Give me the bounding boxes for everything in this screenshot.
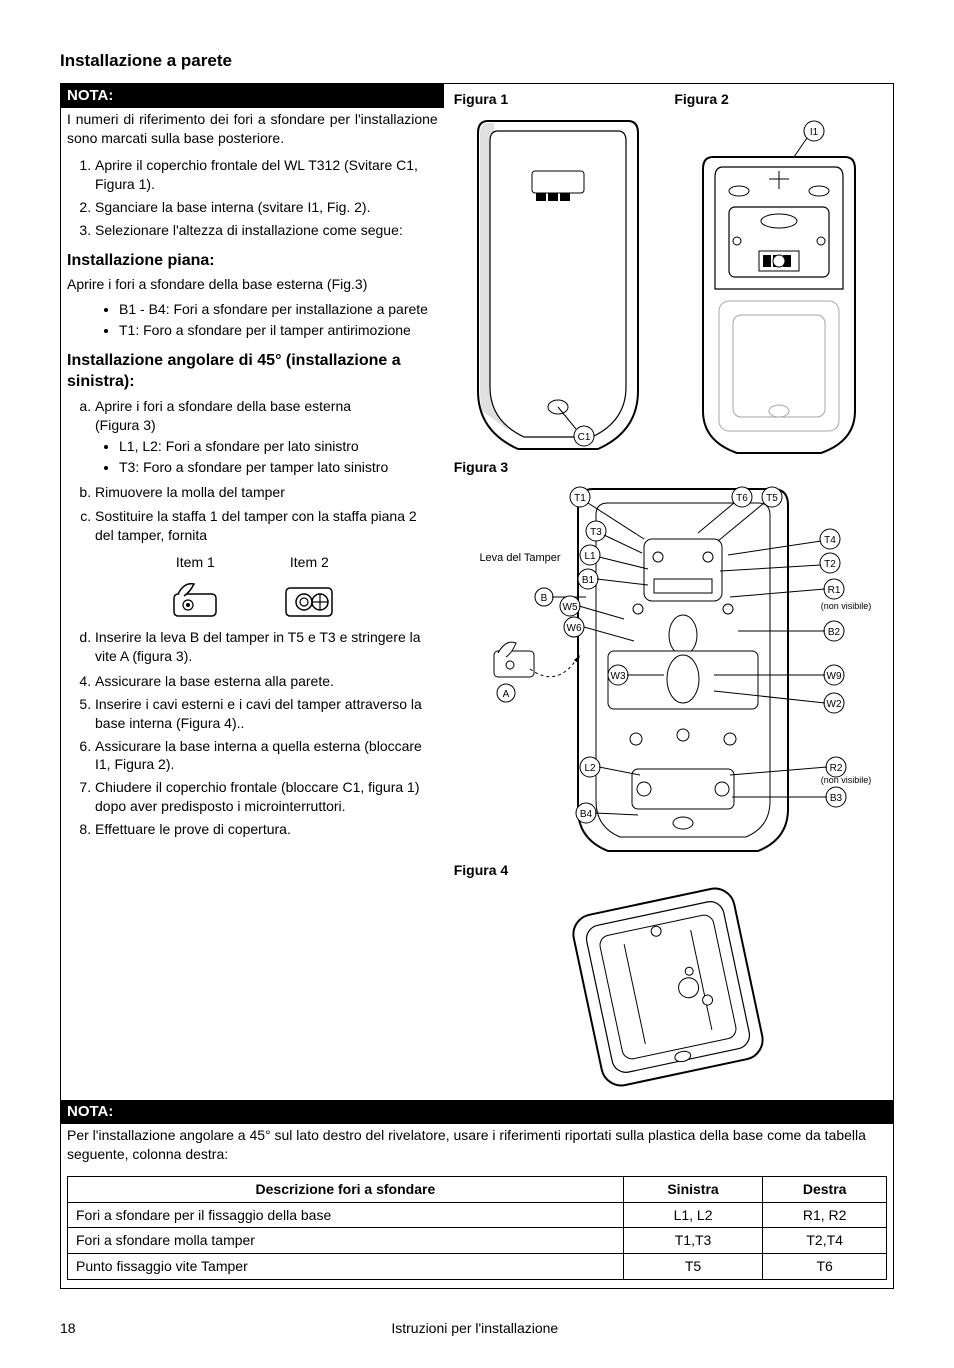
flat-install-heading: Installazione piana: [61,246,444,274]
figure-4-title: Figura 4 [454,861,885,880]
item-2-label: Item 2 [282,553,336,572]
svg-text:T5: T5 [767,493,779,504]
knockout-table: Descrizione fori a sfondare Sinistra Des… [67,1176,887,1281]
item-1-icon [168,578,222,620]
flat-bullet-1: B1 - B4: Fori a sfondare per installazio… [119,300,444,319]
svg-text:L2: L2 [585,763,597,774]
td-right: T2,T4 [763,1228,887,1254]
flat-install-text: Aprire i fori a sfondare della base este… [61,273,444,298]
step-5: Inserire i cavi esterni e i cavi del tam… [95,695,444,733]
nota-2-text: Per l'installazione angolare a 45° sul l… [61,1124,893,1170]
angled-a-bullet-2: T3: Foro a sfondare per tamper lato sini… [119,458,438,477]
td-desc: Punto fissaggio vite Tamper [68,1254,624,1280]
angled-a-text: Aprire i fori a sfondare della base este… [95,398,351,433]
item-2-col: Item 2 [282,553,336,620]
figure-3-title: Figura 3 [454,458,885,477]
svg-text:W3: W3 [611,671,626,682]
td-right: T6 [763,1254,887,1280]
svg-text:B4: B4 [580,809,593,820]
nota-1-text: I numeri di riferimento dei fori a sfond… [61,108,444,154]
figure-1-title: Figura 1 [454,90,665,109]
page-number: 18 [60,1319,76,1338]
svg-text:B3: B3 [830,793,843,804]
flat-bullet-2: T1: Foro a sfondare per il tamper antiri… [119,321,444,340]
angled-steps: Aprire i fori a sfondare della base este… [61,397,444,545]
nota-heading-2: NOTA: [61,1100,893,1124]
angled-step-b: Rimuovere la molla del tamper [95,483,444,502]
steps-1-3: Aprire il coperchio frontale del WL T312… [61,156,444,240]
item-2-icon [282,578,336,620]
svg-text:W9: W9 [827,671,842,682]
table-row: Fori a sfondare molla tamper T1,T3 T2,T4 [68,1228,887,1254]
tamper-lever-label: Leva del Tamper [480,552,561,564]
step-3: Selezionare l'altezza di installazione c… [95,221,444,240]
th-desc: Descrizione fori a sfondare [68,1176,624,1202]
angled-a-bullet-1: L1, L2: Fori a sfondare per lato sinistr… [119,437,438,456]
svg-text:W5: W5 [563,602,578,613]
svg-text:W6: W6 [567,623,582,634]
step-6: Assicurare la base interna a quella este… [95,737,444,775]
svg-text:T6: T6 [737,493,749,504]
svg-text:T1: T1 [575,493,587,504]
right-column: Figura 1 C1 Figura 2 [444,84,893,1100]
table-row: Fori a sfondare per il fissaggio della b… [68,1202,887,1228]
td-left: T1,T3 [623,1228,763,1254]
svg-text:A: A [503,689,510,700]
page-footer: 18 Istruzioni per l'installazione [60,1319,894,1338]
item-1-label: Item 1 [168,553,222,572]
svg-text:R2: R2 [830,763,843,774]
content-frame: NOTA: I numeri di riferimento dei fori a… [60,83,894,1289]
angled-step-d-list: Inserire la leva B del tamper in T5 e T3… [61,628,444,666]
svg-text:B: B [541,593,548,604]
figure-1-box: Figura 1 C1 [452,88,665,456]
figure-4-icon [538,882,798,1092]
svg-text:B1: B1 [582,575,595,586]
angled-step-d: Inserire la leva B del tamper in T5 e T3… [95,628,444,666]
svg-text:T2: T2 [825,559,837,570]
svg-text:T3: T3 [591,527,603,538]
td-desc: Fori a sfondare per il fissaggio della b… [68,1202,624,1228]
angled-install-heading: Installazione angolare di 45° (installaz… [61,346,444,395]
step-4: Assicurare la base esterna alla parete. [95,672,444,691]
item-1-col: Item 1 [168,553,222,620]
table-header-row: Descrizione fori a sfondare Sinistra Des… [68,1176,887,1202]
figure-3-icon: Leva del Tamper [458,479,878,859]
figure-1-icon: C1 [458,111,658,456]
td-desc: Fori a sfondare molla tamper [68,1228,624,1254]
td-left: T5 [623,1254,763,1280]
step-8: Effettuare le prove di copertura. [95,820,444,839]
svg-text:B2: B2 [828,627,841,638]
step-7: Chiudere il coperchio frontale (bloccare… [95,778,444,816]
figure-2-box: Figura 2 I1 [672,88,885,456]
angled-step-c: Sostituire la staffa 1 del tamper con la… [95,507,444,545]
step-1: Aprire il coperchio frontale del WL T312… [95,156,444,194]
table-row: Punto fissaggio vite Tamper T5 T6 [68,1254,887,1280]
svg-text:(non visibile): (non visibile) [821,775,872,785]
td-left: L1, L2 [623,1202,763,1228]
step-2: Sganciare la base interna (svitare I1, F… [95,198,444,217]
flat-bullets: B1 - B4: Fori a sfondare per installazio… [61,300,444,340]
left-column: NOTA: I numeri di riferimento dei fori a… [61,84,444,1100]
svg-text:L1: L1 [585,551,597,562]
th-left: Sinistra [623,1176,763,1202]
th-right: Destra [763,1176,887,1202]
callout-i1: I1 [810,127,819,138]
svg-text:W2: W2 [827,699,842,710]
steps-4-8: Assicurare la base esterna alla parete. … [61,672,444,839]
figure-2-icon: I1 [679,111,879,456]
nota-heading-1: NOTA: [61,84,444,108]
figure-2-title: Figura 2 [674,90,885,109]
td-right: R1, R2 [763,1202,887,1228]
footer-text: Istruzioni per l'installazione [76,1319,874,1338]
callout-c1: C1 [578,432,591,443]
svg-text:(non visibile): (non visibile) [821,601,872,611]
svg-text:R1: R1 [828,585,841,596]
items-figure-row: Item 1 Item 2 [61,553,444,620]
section-title: Installazione a parete [60,50,894,73]
angled-step-a: Aprire i fori a sfondare della base este… [95,397,444,477]
svg-text:T4: T4 [825,535,837,546]
